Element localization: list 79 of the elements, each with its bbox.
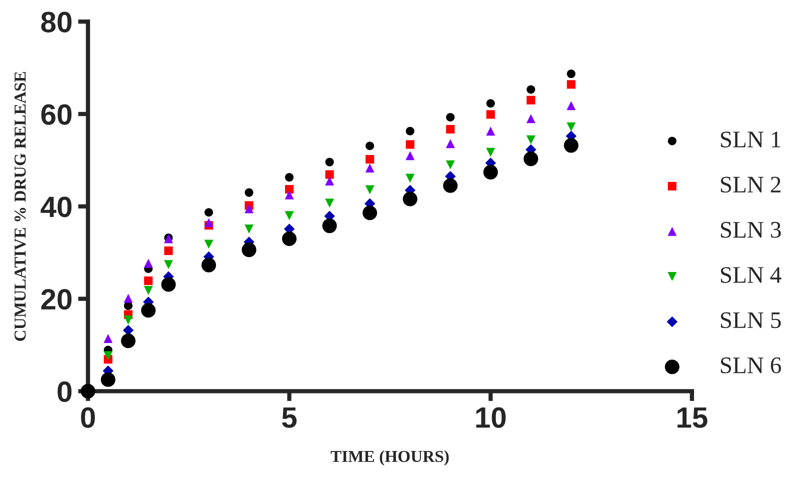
point bbox=[161, 277, 176, 292]
point bbox=[486, 148, 496, 157]
point bbox=[244, 224, 254, 234]
point bbox=[486, 110, 495, 119]
point bbox=[325, 198, 334, 208]
point bbox=[201, 258, 216, 272]
point bbox=[362, 206, 378, 220]
point bbox=[164, 260, 174, 270]
legend-label: SLN 2 bbox=[720, 176, 780, 193]
point bbox=[120, 334, 136, 348]
point bbox=[325, 170, 334, 179]
point bbox=[365, 185, 374, 194]
point bbox=[144, 258, 153, 268]
legend-label: SLN 3 bbox=[720, 222, 781, 238]
point bbox=[124, 294, 133, 303]
point bbox=[486, 126, 496, 136]
point bbox=[564, 138, 578, 153]
point bbox=[406, 126, 414, 136]
legend-label: SLN 6 bbox=[720, 357, 781, 374]
point bbox=[325, 158, 334, 166]
y-axis-title: CUMULATIVE % DRUG RELEASE bbox=[14, 72, 26, 341]
point bbox=[365, 164, 374, 173]
point bbox=[366, 154, 374, 164]
point bbox=[366, 142, 374, 150]
y-tick-label: 60 bbox=[41, 104, 72, 125]
point bbox=[242, 242, 256, 258]
point bbox=[566, 122, 576, 132]
x-tick-label: 10 bbox=[476, 407, 506, 428]
point bbox=[104, 351, 113, 360]
point bbox=[446, 112, 455, 122]
point bbox=[526, 85, 536, 94]
point bbox=[483, 164, 498, 180]
point bbox=[244, 204, 254, 214]
point bbox=[526, 96, 536, 104]
point bbox=[566, 101, 576, 110]
legend-label: SLN 1 bbox=[720, 132, 780, 148]
legend-label: SLN 5 bbox=[720, 312, 781, 328]
point bbox=[406, 151, 415, 160]
point bbox=[204, 208, 214, 217]
legend-label: SLN 4 bbox=[720, 267, 782, 283]
y-tick-label: 80 bbox=[41, 12, 72, 32]
point bbox=[325, 176, 334, 186]
point bbox=[285, 173, 294, 182]
point bbox=[526, 135, 536, 144]
point bbox=[141, 303, 156, 318]
point bbox=[144, 286, 153, 295]
point bbox=[144, 276, 153, 286]
point bbox=[566, 80, 576, 89]
point bbox=[446, 124, 455, 134]
point bbox=[284, 190, 294, 200]
point bbox=[282, 231, 297, 246]
y-tick-label: 0 bbox=[58, 381, 72, 402]
point bbox=[322, 218, 337, 234]
point bbox=[285, 185, 294, 194]
point bbox=[443, 178, 458, 193]
point bbox=[124, 316, 133, 325]
point bbox=[446, 160, 455, 170]
y-tick-label: 20 bbox=[41, 289, 72, 310]
x-axis-title: TIME (HOURS) bbox=[330, 450, 449, 466]
point bbox=[402, 192, 418, 206]
point bbox=[164, 246, 173, 256]
point bbox=[204, 240, 214, 249]
point bbox=[80, 384, 96, 398]
point bbox=[406, 174, 415, 183]
point bbox=[244, 188, 254, 197]
point bbox=[204, 218, 214, 228]
point bbox=[406, 140, 414, 149]
point bbox=[526, 114, 536, 124]
point bbox=[104, 334, 113, 344]
x-tick-label: 5 bbox=[282, 408, 297, 428]
point bbox=[524, 152, 538, 166]
y-tick-label: 40 bbox=[40, 196, 72, 218]
point bbox=[566, 70, 576, 78]
point bbox=[100, 372, 116, 387]
x-tick-label: 15 bbox=[678, 408, 708, 428]
point bbox=[446, 139, 455, 148]
point bbox=[486, 99, 495, 108]
point bbox=[284, 211, 294, 220]
x-tick-label: 0 bbox=[81, 407, 95, 428]
